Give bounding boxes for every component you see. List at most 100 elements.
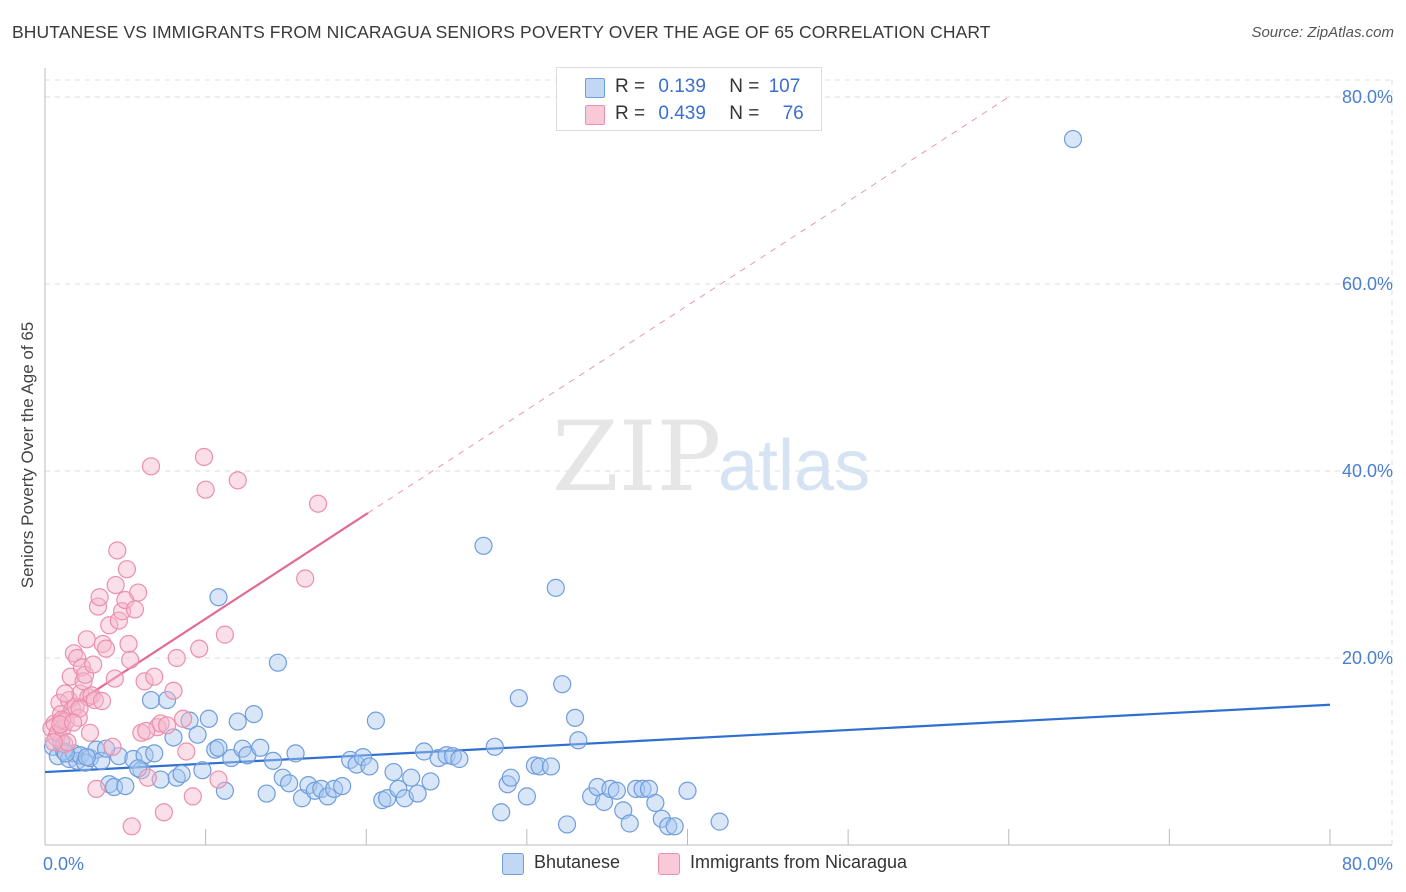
point-bhutanese [646, 793, 665, 813]
x-tick-label-min: 0.0% [43, 854, 84, 874]
point-nicaragua [58, 733, 77, 752]
point-bhutanese [116, 776, 135, 796]
point-nicaragua [138, 768, 157, 787]
point-bhutanese [546, 578, 565, 597]
point-bhutanese [501, 768, 520, 787]
point-nicaragua [151, 714, 170, 733]
point-bhutanese [360, 757, 379, 776]
point-nicaragua [119, 634, 138, 654]
point-bhutanese [228, 712, 247, 731]
point-bhutanese [257, 784, 276, 803]
legend-swatch-blue [585, 78, 605, 98]
trend-lines [44, 96, 1331, 774]
legend-swatch-blue [502, 853, 524, 875]
legend-r-value: 0.439 [658, 103, 706, 124]
source-credit: Source: ZipAtlas.com [1251, 24, 1394, 41]
chart-title: BHUTANESE VS IMMIGRANTS FROM NICARAGUA S… [12, 22, 991, 42]
point-bhutanese [710, 812, 729, 831]
point-bhutanese [199, 709, 218, 728]
point-nicaragua [194, 447, 214, 467]
legend-n-value: 107 [768, 76, 801, 97]
point-bhutanese [517, 787, 536, 806]
point-bhutanese [485, 737, 504, 756]
trend-line-bhutanese [44, 703, 1331, 774]
point-nicaragua [228, 471, 247, 490]
point-nicaragua [44, 733, 63, 752]
legend-n-value: 76 [782, 103, 804, 124]
y-tick-label: 60.0% [1342, 274, 1393, 294]
point-bhutanese [172, 764, 191, 784]
point-nicaragua [296, 569, 315, 588]
point-bhutanese [209, 738, 228, 757]
point-bhutanese [188, 725, 207, 744]
legend-label: Immigrants from Nicaragua [690, 852, 908, 872]
point-nicaragua [84, 655, 103, 674]
point-bhutanese [318, 787, 337, 806]
point-bhutanese [77, 748, 96, 767]
trend-extension-nicaragua [367, 96, 1010, 514]
point-nicaragua [141, 457, 161, 476]
point-bhutanese [607, 781, 626, 800]
point-nicaragua [125, 600, 145, 619]
data-points [42, 129, 1083, 836]
point-nicaragua [196, 480, 215, 499]
point-nicaragua [164, 681, 183, 700]
y-tick-label: 20.0% [1342, 648, 1393, 668]
gridlines [45, 79, 1393, 845]
point-bhutanese [659, 817, 678, 836]
point-bhutanese [633, 779, 652, 799]
point-nicaragua [145, 667, 164, 686]
point-nicaragua [121, 650, 140, 669]
point-nicaragua [85, 690, 104, 710]
point-nicaragua [308, 494, 328, 513]
legend-r-label: R = [615, 76, 646, 97]
correlation-legend: R = 0.139 N = 107 R = 0.439 N = 76 [556, 67, 822, 131]
point-bhutanese [141, 690, 161, 710]
point-nicaragua [105, 669, 124, 688]
point-bhutanese [565, 708, 585, 727]
legend-r-value: 0.139 [658, 76, 706, 97]
point-nicaragua [122, 817, 141, 836]
point-bhutanese [553, 675, 572, 694]
legend-n-label: N = [729, 76, 760, 97]
point-bhutanese [145, 744, 164, 763]
point-nicaragua [167, 648, 186, 668]
trend-line-nicaragua [44, 512, 369, 725]
point-nicaragua [106, 575, 125, 595]
y-tick-label: 40.0% [1342, 461, 1393, 481]
point-nicaragua [92, 691, 112, 711]
point-bhutanese [157, 690, 177, 710]
y-tick-labels: 20.0% 40.0% 60.0% 80.0% [1342, 87, 1393, 668]
point-nicaragua [174, 709, 193, 728]
point-bhutanese [594, 792, 614, 812]
point-bhutanese [678, 781, 697, 800]
x-tick-label-max: 80.0% [1342, 854, 1393, 874]
legend-n-label: N = [729, 103, 760, 124]
point-nicaragua [96, 639, 116, 658]
point-nicaragua [88, 597, 108, 616]
point-nicaragua [100, 616, 119, 635]
point-bhutanese [569, 731, 588, 750]
point-bhutanese [280, 774, 299, 793]
point-nicaragua [154, 803, 173, 822]
point-nicaragua [215, 625, 234, 644]
point-bhutanese [215, 781, 234, 800]
watermark-zip: ZIP [552, 401, 721, 513]
point-bhutanese [474, 536, 493, 555]
point-bhutanese [96, 739, 116, 758]
point-bhutanese [384, 762, 403, 782]
point-bhutanese [450, 749, 469, 769]
point-nicaragua [90, 588, 109, 607]
legend-swatch-pink [585, 105, 605, 125]
point-bhutanese [389, 779, 408, 799]
point-bhutanese [209, 588, 228, 607]
point-bhutanese [353, 748, 373, 767]
point-nicaragua [137, 721, 156, 741]
point-bhutanese [312, 779, 331, 799]
point-bhutanese [408, 784, 427, 803]
point-nicaragua [209, 770, 228, 789]
point-nicaragua [190, 639, 209, 658]
point-bhutanese [1063, 129, 1083, 149]
watermark: ZIP atlas [552, 401, 870, 513]
point-bhutanese [286, 744, 305, 763]
